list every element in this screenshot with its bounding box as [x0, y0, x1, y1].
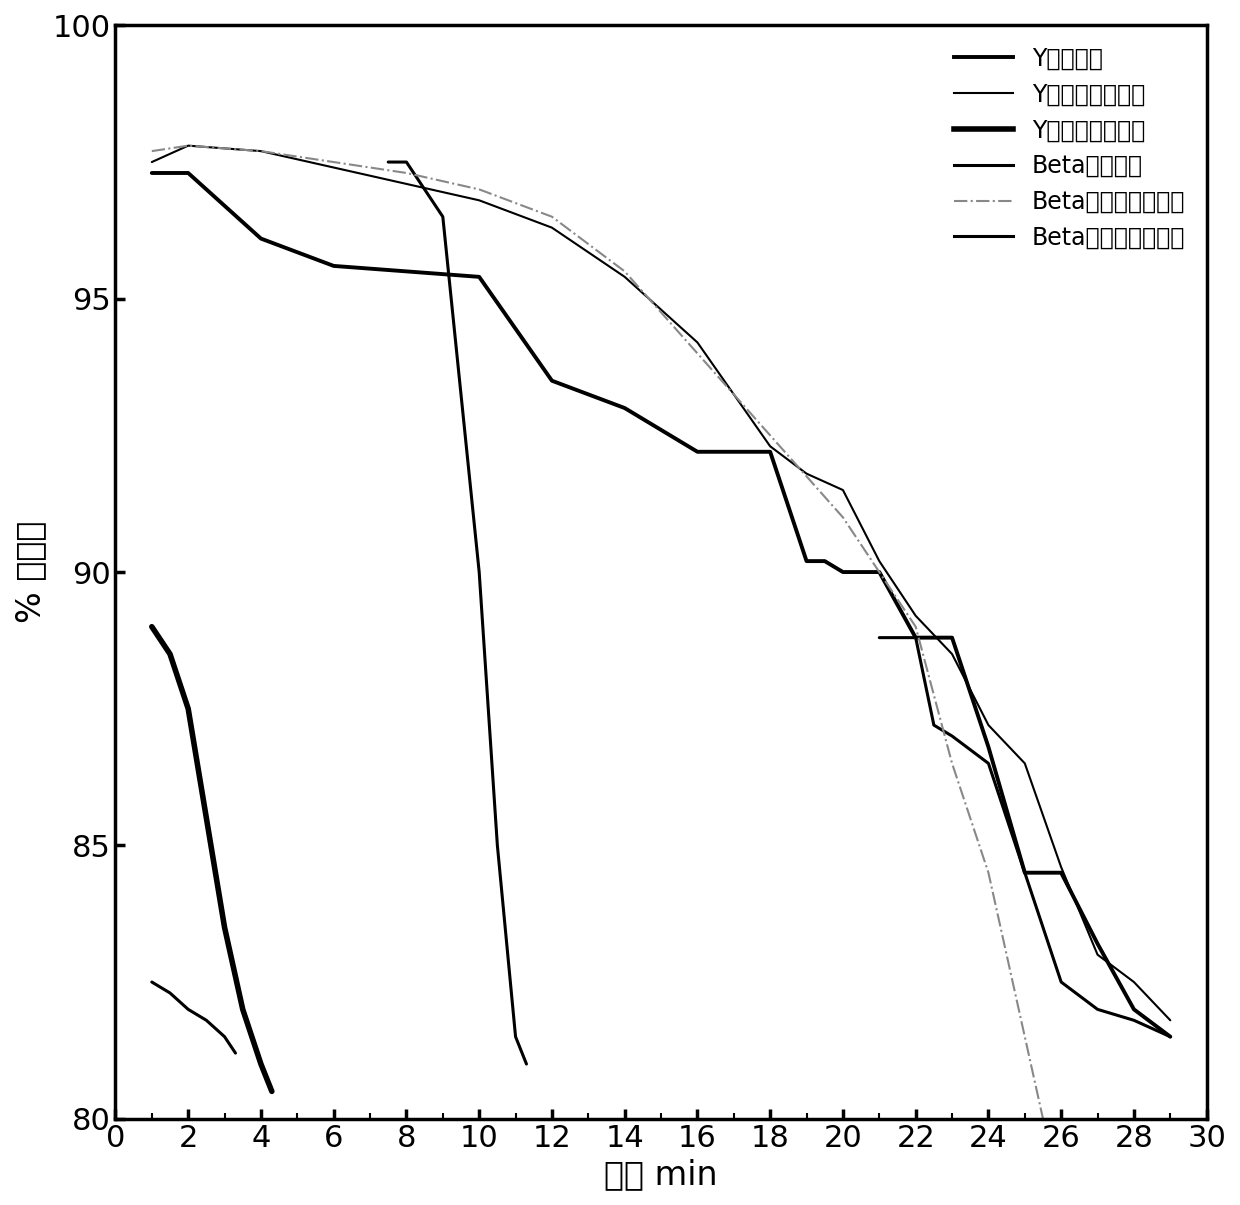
- X-axis label: 时间 min: 时间 min: [604, 1158, 718, 1191]
- Y-axis label: % 检测率: % 检测率: [14, 521, 47, 623]
- Legend: Y正常测试, Y吸附水汽后测试, Y水汽吹扫后测试, Beta正常测试, Beta吸附水汽后测试, Beta水汽吹扫后测试: Y正常测试, Y吸附水汽后测试, Y水汽吹扫后测试, Beta正常测试, Bet…: [945, 37, 1195, 259]
